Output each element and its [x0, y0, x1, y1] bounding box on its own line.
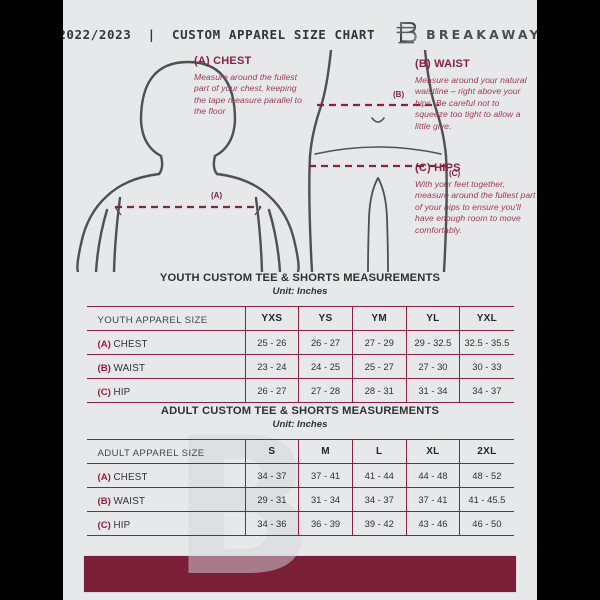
size-column-header-label: ADULT APPAREL SIZE [97, 447, 205, 459]
row-tag: (C) [97, 519, 114, 531]
callout-waist-body: Measure around your natural waistline – … [415, 75, 527, 131]
measurement-cell: 46 - 50 [459, 511, 514, 536]
table-row: (B) WAIST 23 - 24 24 - 25 25 - 27 27 - 30 30 … [86, 354, 514, 379]
youth-size-table: YOUTH APPAREL SIZE YXS YS YM YL YXL (A) CHEST 2… [86, 306, 514, 403]
measurement-cell: 26 - 27 [298, 330, 353, 355]
measurement-illustration: (A) (B) (C) (A) CHEST Measure around the… [63, 50, 537, 272]
size-header-2xl: 2XL [459, 439, 514, 464]
table-row: (B) WAIST 29 - 31 31 - 34 34 - 37 37 - 41 41 … [86, 487, 514, 512]
youth-table-unit: Unit: Inches [272, 286, 328, 297]
row-tag: (B) [97, 495, 114, 507]
page-header: 2022/2023 | CUSTOM APPAREL SIZE CHART BR… [63, 18, 537, 50]
row-label-hip: (C) HIP [86, 511, 246, 536]
youth-table-block: YOUTH CUSTOM TEE & SHORTS MEASUREMENTS U… [63, 272, 537, 403]
table-row: (A) CHEST 34 - 37 37 - 41 41 - 44 44 - 48 48 … [86, 463, 514, 488]
row-label-chest: (A) CHEST [86, 330, 246, 355]
callout-waist: (B) WAIST Measure around your natural wa… [415, 58, 533, 132]
measurement-cell: 44 - 48 [406, 463, 461, 488]
row-name: WAIST [113, 362, 146, 374]
size-column-header: YOUTH APPAREL SIZE [86, 306, 246, 331]
measurement-cell: 27 - 29 [352, 330, 407, 355]
row-label-waist: (B) WAIST [86, 354, 246, 379]
row-tag: (A) [97, 471, 114, 483]
marker-waist-label: (B) [393, 90, 405, 99]
adult-table-block: B ADULT CUSTOM TEE & SHORTS MEASUREMENTS… [63, 405, 537, 588]
adult-table-unit: Unit: Inches [272, 419, 328, 430]
brand-name: BREAKAWAY [426, 26, 537, 42]
body-diagram-svg [76, 50, 448, 272]
size-header-xl: XL [406, 439, 461, 464]
row-label-waist: (B) WAIST [86, 487, 246, 512]
size-header-yxl: YXL [459, 306, 514, 331]
size-chart-page: 2022/2023 | CUSTOM APPAREL SIZE CHART BR… [63, 0, 537, 600]
measurement-cell: 25 - 26 [245, 330, 300, 355]
table-header-row: YOUTH APPAREL SIZE YXS YS YM YL YXL [86, 306, 514, 331]
measurement-cell: 32.5 - 35.5 [459, 330, 514, 355]
size-header-ym: YM [352, 306, 407, 331]
callout-hips: (C) HIPS With your feet together, measur… [415, 162, 537, 236]
size-header-s: S [245, 439, 300, 464]
size-header-ys: YS [298, 306, 353, 331]
measurement-cell: 23 - 24 [245, 354, 300, 379]
size-column-header-label: YOUTH APPAREL SIZE [97, 314, 208, 326]
measurement-cell: 29 - 31 [245, 487, 300, 512]
measurement-cell: 41 - 45.5 [459, 487, 514, 512]
measurement-cell: 25 - 27 [352, 354, 407, 379]
adult-table-title: ADULT CUSTOM TEE & SHORTS MEASUREMENTS [160, 405, 440, 417]
row-tag: (B) [97, 362, 114, 374]
breakaway-b-monogram-icon [395, 21, 417, 47]
row-label-chest: (A) CHEST [86, 463, 246, 488]
measurement-cell: 34 - 37 [245, 463, 300, 488]
size-header-l: L [352, 439, 407, 464]
measurement-cell: 37 - 41 [298, 463, 353, 488]
table-header-row: ADULT APPAREL SIZE S M L XL 2XL [86, 439, 514, 464]
table-row: (C) HIP 34 - 36 36 - 39 39 - 42 43 - 46 46 - … [86, 511, 514, 536]
measurement-cell: 41 - 44 [352, 463, 407, 488]
row-tag: (A) [97, 338, 114, 350]
measurement-cell: 34 - 36 [245, 511, 300, 536]
size-header-yl: YL [406, 306, 461, 331]
measurement-cell: 30 - 33 [459, 354, 514, 379]
measurement-cell: 36 - 39 [298, 511, 353, 536]
measurement-cell: 27 - 30 [406, 354, 461, 379]
measurement-cell: 31 - 34 [298, 487, 353, 512]
measurement-cell: 48 - 52 [459, 463, 514, 488]
measurement-cell: 34 - 37 [459, 378, 514, 403]
marker-hips-label: (C) [449, 169, 461, 178]
youth-table-title: YOUTH CUSTOM TEE & SHORTS MEASUREMENTS [159, 272, 441, 284]
size-header-yxs: YXS [245, 306, 300, 331]
row-name: HIP [113, 519, 131, 531]
measurement-cell: 39 - 42 [352, 511, 407, 536]
measurement-cell: 24 - 25 [298, 354, 353, 379]
row-name: CHEST [113, 338, 148, 350]
callout-chest-heading: (A) CHEST [194, 55, 252, 67]
callout-chest: (A) CHEST Measure around the fullest par… [194, 55, 306, 118]
callout-waist-heading: (B) WAIST [415, 58, 470, 70]
size-column-header: ADULT APPAREL SIZE [86, 439, 246, 464]
callout-chest-body: Measure around the fullest part of your … [194, 72, 302, 117]
table-row: (A) CHEST 25 - 26 26 - 27 27 - 29 29 - 32.5 3… [86, 330, 514, 355]
row-tag: (C) [97, 386, 114, 398]
size-header-m: M [298, 439, 353, 464]
measurement-cell: 43 - 46 [406, 511, 461, 536]
callout-hips-heading: (C) HIPS [415, 162, 461, 174]
callout-hips-body: With your feet together, measure around … [415, 179, 536, 235]
footer-bar [83, 555, 517, 593]
row-name: CHEST [113, 471, 148, 483]
measurement-cell: 26 - 27 [245, 378, 300, 403]
measurement-cell: 34 - 37 [352, 487, 407, 512]
row-label-hip: (C) HIP [86, 378, 246, 403]
measurement-cell: 31 - 34 [406, 378, 461, 403]
measurement-cell: 27 - 28 [298, 378, 353, 403]
adult-size-table: ADULT APPAREL SIZE S M L XL 2XL (A) CHEST 34 - … [86, 439, 514, 536]
measurement-cell: 37 - 41 [406, 487, 461, 512]
measurement-cell: 29 - 32.5 [406, 330, 461, 355]
table-row: (C) HIP 26 - 27 27 - 28 28 - 31 31 - 34 34 - … [86, 378, 514, 403]
row-name: WAIST [113, 495, 146, 507]
page-title: 2022/2023 | CUSTOM APPAREL SIZE CHART [63, 26, 376, 42]
measurement-cell: 28 - 31 [352, 378, 407, 403]
row-name: HIP [113, 386, 131, 398]
marker-chest-label: (A) [211, 191, 223, 200]
